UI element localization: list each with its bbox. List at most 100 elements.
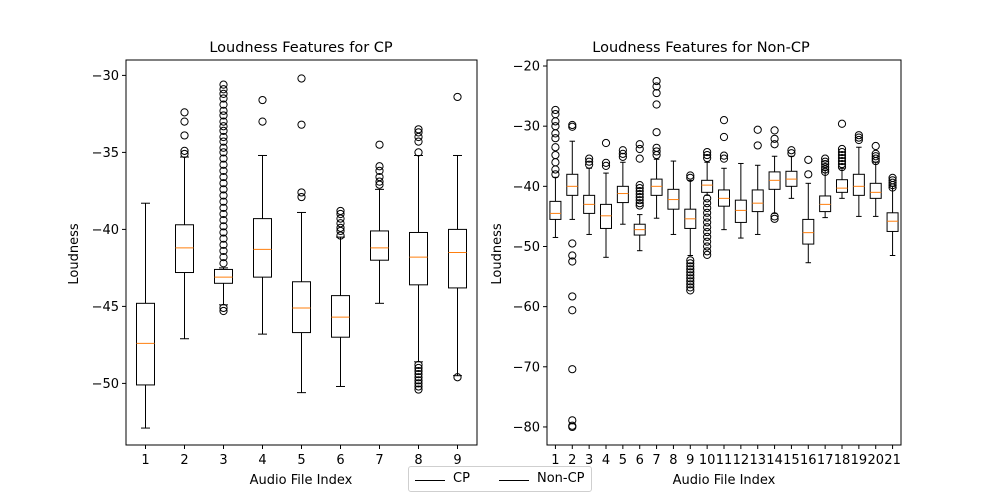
outlier-point (703, 213, 712, 222)
y-tick-label: −45 (92, 300, 119, 315)
outlier-point (219, 89, 228, 98)
outlier-point (837, 150, 847, 160)
outlier-point (219, 259, 228, 268)
outlier-point (336, 206, 345, 216)
x-tick-label: 9 (453, 453, 461, 468)
box-group (852, 131, 865, 217)
outlier-point (551, 158, 560, 167)
box-group (701, 147, 714, 260)
outlier-point (686, 271, 695, 280)
outlier-point (219, 303, 228, 313)
y-axis-label: Loudness (67, 223, 82, 284)
iqr-box (448, 228, 467, 289)
outlier-point (837, 156, 847, 166)
box-group (448, 92, 467, 382)
outlier-point (551, 134, 560, 143)
iqr-box (409, 231, 428, 286)
outlier-point (753, 125, 762, 134)
outlier-point (703, 218, 712, 227)
box-group (667, 160, 680, 235)
outlier-point (618, 146, 627, 155)
x-tick-label: 12 (733, 453, 750, 468)
outlier-point (635, 201, 644, 210)
outlier-point (686, 259, 695, 268)
outlier-point (703, 247, 712, 256)
outlier-point (652, 76, 661, 86)
outlier-point (635, 140, 644, 149)
outlier-point (180, 149, 189, 159)
outlier-point (219, 160, 228, 169)
box-group (819, 154, 832, 219)
outlier-point (703, 232, 712, 241)
box-group (253, 95, 272, 335)
outlier-point (219, 117, 228, 126)
outlier-point (219, 191, 228, 200)
outlier-point (414, 382, 423, 391)
iqr-box (616, 185, 629, 204)
outlier-point (219, 85, 228, 94)
outlier-point (414, 385, 423, 394)
legend: CP Non-CP (408, 466, 592, 492)
outlier-point (686, 256, 695, 265)
outlier-point (219, 154, 228, 163)
outlier-point (219, 209, 228, 219)
y-axis-label: Loudness (490, 223, 505, 284)
outlier-point (336, 214, 345, 223)
box-group (409, 125, 428, 394)
x-tick-label: 8 (669, 453, 677, 468)
outlier-point (719, 116, 729, 125)
outlier-point (414, 137, 423, 146)
outlier-point (703, 227, 712, 237)
outlier-point (871, 141, 880, 151)
iqr-box (253, 218, 272, 278)
outlier-point (414, 366, 423, 376)
x-tick-label: 3 (585, 453, 593, 468)
outlier-point (375, 140, 384, 149)
outlier-point (297, 188, 306, 197)
x-tick-label: 5 (297, 453, 305, 468)
outlier-point (837, 159, 847, 169)
outlier-point (888, 183, 897, 192)
outlier-point (871, 156, 880, 166)
outlier-point (854, 135, 863, 145)
outlier-point (652, 88, 661, 98)
outlier-point (686, 268, 695, 277)
outlier-point (375, 166, 384, 175)
outlier-point (585, 154, 594, 163)
outlier-point (719, 132, 729, 142)
outlier-point (219, 172, 228, 182)
box-group (600, 138, 612, 258)
outlier-point (618, 149, 627, 158)
x-tick-label: 7 (652, 453, 660, 468)
outlier-point (686, 171, 695, 180)
outlier-point (652, 147, 661, 156)
y-tick-label: −30 (92, 69, 119, 84)
box-group (802, 155, 815, 264)
outlier-point (551, 143, 560, 152)
outlier-point (635, 196, 644, 205)
outlier-point (585, 157, 594, 166)
x-tick-label: 15 (783, 453, 800, 468)
box-group (718, 116, 730, 231)
box-group (785, 146, 798, 199)
outlier-point (770, 134, 779, 143)
outlier-point (568, 257, 577, 266)
outlier-point (635, 144, 644, 154)
outlier-point (414, 376, 423, 385)
outlier-point (219, 111, 228, 120)
plot-frame (546, 59, 902, 446)
outlier-point (703, 242, 712, 251)
outlier-point (336, 231, 345, 240)
outlier-point (837, 144, 847, 154)
outlier-point (219, 179, 228, 188)
outlier-point (568, 122, 577, 131)
outlier-point (568, 422, 577, 432)
outlier-point (219, 126, 228, 135)
outlier-point (821, 159, 830, 169)
box-group (175, 108, 194, 340)
iqr-box (819, 195, 832, 213)
outlier-point (219, 222, 228, 231)
outlier-point (219, 137, 228, 146)
outlier-point (551, 150, 560, 160)
outlier-point (635, 187, 644, 196)
